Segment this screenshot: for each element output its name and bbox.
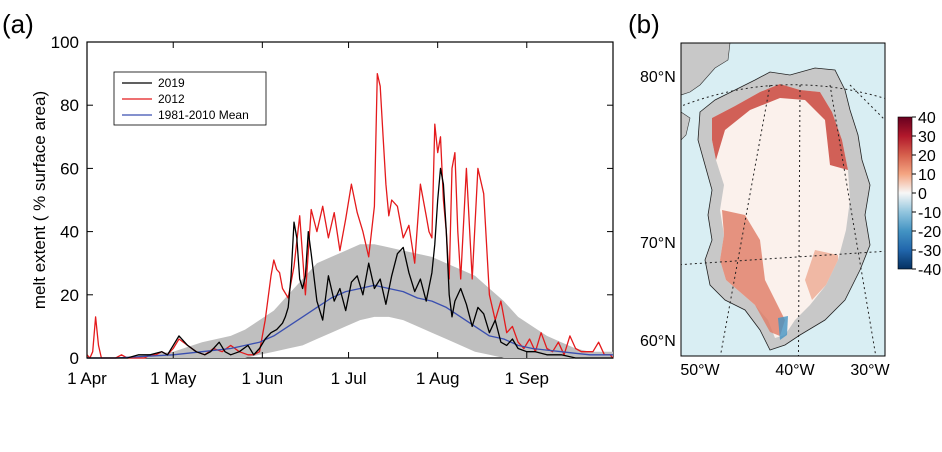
legend-label-2012: 2012: [158, 92, 185, 106]
y-tick-label: 100: [51, 33, 79, 52]
x-tick-label: 1 Jun: [242, 369, 284, 388]
std-band-layer: [87, 244, 613, 358]
colorbar-tick-label: 20: [918, 148, 936, 165]
std-band: [87, 244, 613, 358]
colorbar-tick-label: -30: [918, 243, 941, 260]
y-axis: 0 20 40 60 80 100: [51, 33, 613, 368]
y-axis-title: melt extent ( % surface area): [30, 91, 49, 309]
lon-label-50w: 50°W: [680, 362, 720, 379]
legend: 2019 2012 1981-2010 Mean: [113, 71, 267, 126]
colorbar-tick-label: 10: [918, 167, 936, 184]
colorbar-tick-label: 0: [918, 186, 927, 203]
x-tick-label: 1 May: [150, 369, 197, 388]
panel-a-label: (a): [2, 9, 34, 39]
y-tick-label: 60: [60, 159, 79, 178]
north-melt-margin: [712, 84, 848, 170]
baffin-land: [681, 111, 691, 141]
lat-label-70n: 70°N: [640, 235, 676, 252]
lat-label-80n: 80°N: [640, 69, 676, 86]
graticule-70n: [681, 250, 885, 266]
west-melt-margin: [720, 210, 785, 336]
series-line-2019: [87, 167, 613, 359]
series-layer: [86, 72, 614, 359]
colorbar-tick-label: -20: [918, 224, 941, 241]
lon-label-30w: 30°W: [850, 362, 890, 379]
graticule-80n: [681, 84, 885, 107]
colorbar-ticks: 40 30 20 10 0 -10 -20 -30 -40: [912, 110, 941, 279]
greenland-map: 80°N 70°N 60°N 50°W 40°W 30°W 40 30 20 10 0 -…: [640, 42, 941, 427]
colorbar: [897, 116, 913, 270]
south-tip-negative: [778, 316, 788, 340]
graticule-30w: [829, 84, 877, 356]
legend-label-2019: 2019: [158, 76, 185, 90]
colorbar-tick-label: 40: [918, 110, 936, 127]
x-tick-label: 1 Apr: [67, 369, 107, 388]
colorbar-tick-label: -40: [918, 262, 941, 279]
x-tick-label: 1 Sep: [505, 369, 549, 388]
map-frame: [680, 42, 886, 357]
colorbar-tick-label: 30: [918, 129, 936, 146]
lon-label-40w: 40°W: [775, 362, 815, 379]
colorbar-tick-label: -10: [918, 205, 941, 222]
graticule-60n: [660, 395, 905, 427]
x-tick-label: 1 Aug: [416, 369, 460, 388]
y-tick-label: 0: [70, 349, 79, 368]
southeast-melt-margin: [805, 250, 838, 300]
x-axis: 1 Apr 1 May 1 Jun 1 Jul 1 Aug 1 Sep: [67, 42, 549, 388]
y-tick-label: 20: [60, 286, 79, 305]
lat-label-60n: 60°N: [640, 333, 676, 350]
x-tick-label: 1 Jul: [331, 369, 367, 388]
y-tick-label: 40: [60, 223, 79, 242]
y-tick-label: 80: [60, 96, 79, 115]
graticule-50w: [719, 84, 771, 356]
panel-b-label: (b): [628, 9, 660, 39]
canada-land: [681, 43, 731, 96]
legend-label-mean: 1981-2010 Mean: [158, 108, 249, 122]
